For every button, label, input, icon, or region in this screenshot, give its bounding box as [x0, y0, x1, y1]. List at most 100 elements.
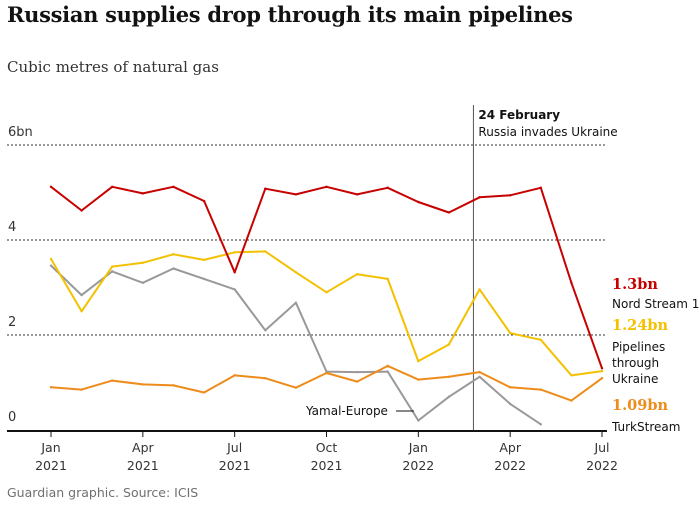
data-point-turkstream	[417, 378, 420, 381]
y-tick-label-2: 2	[8, 315, 16, 330]
data-point-turkstream	[539, 388, 542, 391]
data-point-turkstream	[141, 383, 145, 386]
series-line-nord-stream-1	[50, 185, 603, 370]
data-point-nord-stream-1	[600, 367, 604, 370]
data-point-yamal-europe	[141, 281, 145, 284]
data-point-pipelines-through-ukraine	[570, 374, 573, 377]
data-point-nord-stream-1	[111, 185, 114, 188]
ukraine-pipelines-value-label: 1.24bn	[612, 317, 668, 334]
data-point-turkstream	[49, 386, 53, 389]
data-point-yamal-europe	[172, 267, 175, 270]
data-point-nord-stream-1	[233, 271, 236, 274]
y-tick-label-4: 4	[8, 220, 16, 235]
data-point-yamal-europe	[355, 370, 359, 374]
x-tick-month-label: Apr	[499, 440, 521, 455]
series-line-yamal-europe	[50, 264, 542, 426]
data-point-pipelines-through-ukraine	[49, 257, 53, 261]
data-point-pipelines-through-ukraine	[294, 271, 298, 274]
data-point-turkstream	[294, 386, 298, 389]
data-point-yamal-europe	[478, 375, 481, 378]
data-point-yamal-europe	[539, 423, 542, 426]
x-tick-year-label: 2022	[586, 458, 618, 473]
data-point-pipelines-through-ukraine	[478, 288, 481, 291]
data-point-turkstream	[325, 371, 328, 375]
data-point-pipelines-through-ukraine	[417, 359, 420, 363]
data-point-pipelines-through-ukraine	[508, 331, 512, 335]
data-point-turkstream	[172, 384, 175, 387]
data-point-yamal-europe	[111, 270, 114, 273]
data-point-nord-stream-1	[478, 196, 481, 199]
data-point-pipelines-through-ukraine	[233, 251, 236, 254]
x-tick-month-label: Apr	[132, 440, 154, 455]
x-tick-year-label: 2021	[35, 458, 67, 473]
data-point-nord-stream-1	[355, 193, 359, 196]
data-point-turkstream	[80, 388, 83, 391]
data-point-pipelines-through-ukraine	[111, 265, 114, 268]
data-point-nord-stream-1	[80, 209, 83, 212]
data-point-pipelines-through-ukraine	[447, 343, 451, 346]
x-tick-year-label: 2021	[127, 458, 159, 473]
x-tick-month-label: Jul	[593, 440, 609, 455]
data-point-nord-stream-1	[294, 193, 298, 196]
data-point-yamal-europe	[264, 329, 267, 332]
data-point-nord-stream-1	[202, 199, 206, 203]
x-tick-month-label: Jan	[408, 440, 428, 455]
data-point-pipelines-through-ukraine	[325, 291, 328, 294]
ukraine-pipelines-name-label: Ukraine	[612, 372, 658, 386]
data-point-nord-stream-1	[417, 200, 420, 204]
y-tick-label-6: 6bn	[8, 125, 33, 140]
data-point-nord-stream-1	[386, 186, 389, 189]
x-tick-month-label: Jul	[226, 440, 242, 455]
data-point-yamal-europe	[386, 370, 389, 373]
turkstream-name-label: TurkStream	[611, 420, 680, 434]
data-point-yamal-europe	[49, 264, 53, 267]
data-point-pipelines-through-ukraine	[264, 250, 267, 253]
x-tick-year-label: 2022	[402, 458, 434, 473]
data-point-nord-stream-1	[172, 185, 175, 188]
data-point-pipelines-through-ukraine	[80, 310, 83, 313]
data-point-turkstream	[570, 399, 573, 402]
data-point-turkstream	[508, 386, 512, 389]
chart-subtitle: Cubic metres of natural gas	[7, 58, 219, 76]
data-point-turkstream	[264, 377, 267, 380]
data-point-pipelines-through-ukraine	[172, 253, 175, 256]
source-note: Guardian graphic. Source: ICIS	[7, 485, 199, 500]
data-point-nord-stream-1	[508, 194, 512, 197]
data-point-pipelines-through-ukraine	[386, 277, 389, 281]
data-point-turkstream	[355, 380, 359, 383]
x-tick-year-label: 2021	[311, 458, 343, 473]
data-point-nord-stream-1	[264, 187, 267, 190]
data-point-yamal-europe	[80, 293, 83, 297]
data-point-nord-stream-1	[539, 186, 542, 189]
event-description-label: Russia invades Ukraine	[478, 125, 617, 139]
data-point-nord-stream-1	[141, 192, 145, 195]
ukraine-pipelines-name-label: Pipelines	[612, 340, 665, 354]
data-point-nord-stream-1	[570, 281, 573, 284]
data-point-turkstream	[447, 375, 451, 378]
data-point-turkstream	[202, 391, 206, 394]
data-point-yamal-europe	[294, 301, 298, 304]
data-point-pipelines-through-ukraine	[355, 273, 359, 276]
data-point-turkstream	[478, 370, 481, 374]
data-point-turkstream	[386, 364, 389, 368]
data-point-turkstream	[111, 379, 114, 382]
turkstream-value-label: 1.09bn	[612, 397, 668, 414]
nord-stream-1-name-label: Nord Stream 1	[612, 297, 699, 311]
data-point-turkstream	[600, 377, 604, 380]
data-point-nord-stream-1	[447, 211, 451, 214]
chart-title: Russian supplies drop through its main p…	[7, 2, 573, 27]
ukraine-pipelines-name-label: through	[612, 356, 659, 370]
data-point-nord-stream-1	[325, 185, 328, 188]
x-tick-month-label: Oct	[316, 440, 338, 455]
data-point-pipelines-through-ukraine	[141, 261, 145, 264]
data-point-nord-stream-1	[49, 185, 53, 188]
data-point-yamal-europe	[233, 288, 236, 291]
data-point-yamal-europe	[508, 402, 512, 406]
data-point-yamal-europe	[202, 277, 206, 281]
yamal-europe-name-label: Yamal-Europe	[305, 404, 388, 418]
x-tick-year-label: 2022	[494, 458, 526, 473]
event-date-label: 24 February	[478, 108, 560, 122]
data-point-turkstream	[233, 374, 236, 377]
data-point-pipelines-through-ukraine	[600, 369, 604, 373]
